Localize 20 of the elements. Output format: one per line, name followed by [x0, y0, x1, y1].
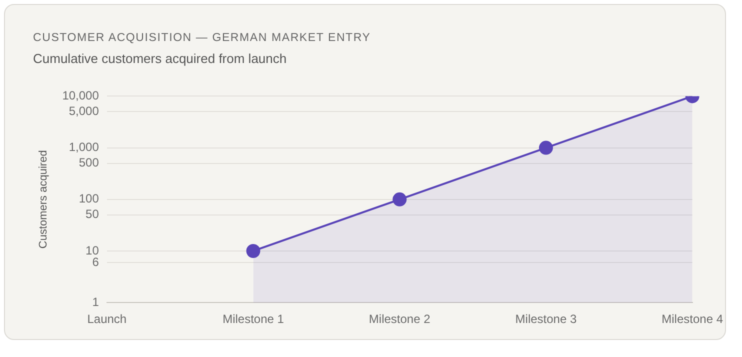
y-tick-label: 1,000	[68, 140, 100, 154]
y-tick-label: 50	[86, 207, 100, 222]
point	[246, 244, 260, 258]
y-tick-label: 10	[86, 243, 100, 258]
y-tick-label: 1	[92, 294, 100, 309]
y-axis-title: Customers acquired	[38, 150, 50, 249]
x-tick-label: Milestone 2	[368, 312, 431, 326]
y-tick-label: 5,000	[68, 104, 100, 118]
y-tick-label: 500	[78, 156, 100, 170]
x-tick-label: Milestone 1	[222, 312, 284, 326]
y-tick-label: 10,000	[62, 88, 100, 103]
x-tick-label: Milestone 3	[515, 312, 577, 326]
chart-subtitle: Cumulative customers acquired from launch	[33, 51, 287, 66]
x-tick-label: Milestone 4	[662, 312, 724, 326]
point	[538, 140, 553, 155]
y-tick-label: 6	[92, 254, 100, 269]
y-tick-label: 100	[78, 192, 100, 206]
x-tick-label: Launch	[87, 312, 127, 326]
chart-title: CUSTOMER ACQUISITION — GERMAN MARKET ENTRY	[33, 32, 371, 44]
point	[392, 192, 407, 206]
